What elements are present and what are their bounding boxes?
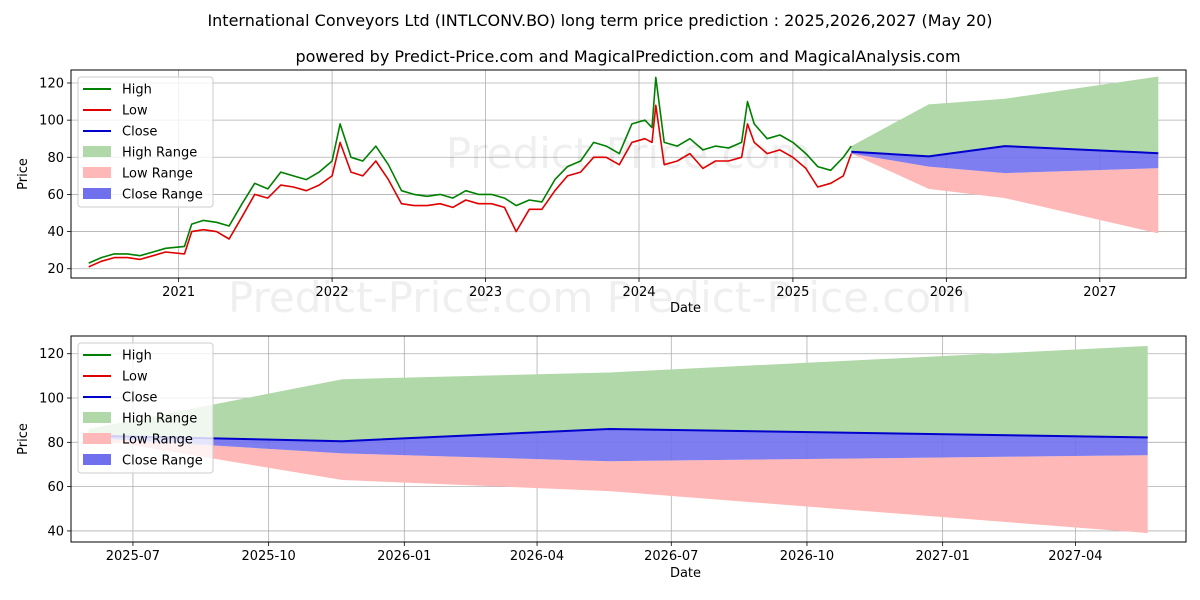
top-panel: 2021 2022 2023 2024 2025 2026 2027 20 40 60 80 100 1…	[16, 69, 1187, 322]
y-axis-label: Price	[16, 158, 31, 190]
y-tick-label: 120	[39, 77, 64, 92]
x-tick-label: 2025-07	[106, 549, 160, 564]
legend-label-high: High	[122, 349, 152, 364]
x-tick-label: 2025-10	[241, 549, 295, 564]
y-tick-label: 80	[47, 436, 64, 451]
x-tick-label: 2026	[930, 285, 963, 300]
legend-box	[77, 76, 214, 208]
x-tick-label: 2027-01	[915, 549, 969, 564]
legend-swatch-low-range	[83, 433, 111, 444]
high-range-band	[851, 76, 1159, 157]
close-range-band	[851, 146, 1159, 174]
legend-label-high-range: High Range	[122, 146, 197, 161]
x-tick-label: 2027	[1083, 285, 1116, 300]
axes-frame	[70, 335, 1187, 543]
legend-label-close: Close	[122, 125, 157, 140]
y-tick-label: 120	[39, 347, 64, 362]
low-range-band	[88, 437, 1148, 534]
y-tick-label: 40	[47, 225, 64, 240]
y-axis-label: Price	[16, 423, 31, 455]
axes-frame	[70, 69, 1187, 279]
y-tick-label: 60	[47, 480, 64, 495]
legend-swatch-close-range	[83, 454, 111, 465]
y-tick-label: 40	[47, 524, 64, 539]
watermark-text: Predict-Price.com Predict-Price.com	[228, 273, 972, 322]
x-tick-label: 2026-01	[377, 549, 431, 564]
legend-label-low-range: Low Range	[122, 167, 193, 182]
close-range-band	[88, 429, 1148, 462]
x-tick-label: 2022	[316, 285, 349, 300]
high-range-band	[88, 346, 1148, 442]
legend-label-high: High	[122, 83, 152, 98]
legend-label-low: Low	[122, 370, 148, 385]
x-axis-label: Date	[670, 301, 701, 316]
x-tick-label: 2026-10	[780, 549, 834, 564]
legend-swatch-high-range	[83, 146, 111, 157]
watermark-text: Predict-Price.com	[446, 129, 811, 178]
plot-area	[88, 76, 1159, 268]
x-tick-label: 2025	[776, 285, 809, 300]
x-tick-label: 2026-07	[644, 549, 698, 564]
y-tick-label: 100	[39, 392, 64, 407]
x-tick-label: 2021	[162, 285, 195, 300]
bottom-panel: 2025-07 2025-10 2026-01 2026-04 2026-07 2026-…	[16, 335, 1187, 581]
y-tick-label: 60	[47, 188, 64, 203]
x-tick-label: 2023	[469, 285, 502, 300]
x-axis-label: Date	[670, 566, 701, 581]
low-range-band	[851, 153, 1159, 234]
high-line	[88, 76, 852, 264]
y-tick-label: 100	[39, 114, 64, 129]
plot-area	[88, 346, 1148, 534]
legend-box	[77, 342, 214, 474]
legend-label-close-range: Close Range	[122, 454, 203, 469]
y-tick-label: 80	[47, 151, 64, 166]
x-tick-label: 2024	[622, 285, 655, 300]
legend-label-low: Low	[122, 104, 148, 119]
legend-swatch-close-range	[83, 188, 111, 199]
chart-subtitle: powered by Predict-Price.com and Magical…	[295, 47, 960, 66]
legend-label-close-range: Close Range	[122, 188, 203, 203]
legend-label-high-range: High Range	[122, 412, 197, 427]
low-line	[88, 104, 853, 268]
legend-swatch-low-range	[83, 167, 111, 178]
legend-label-low-range: Low Range	[122, 433, 193, 448]
legend-label-close: Close	[122, 391, 157, 406]
chart-title: International Conveyors Ltd (INTLCONV.BO…	[207, 11, 992, 30]
x-tick-label: 2027-04	[1048, 549, 1102, 564]
legend-swatch-high-range	[83, 412, 111, 423]
close-line	[88, 428, 1148, 443]
x-tick-label: 2026-04	[510, 549, 564, 564]
y-tick-label: 20	[47, 262, 64, 277]
close-line	[851, 145, 1159, 158]
